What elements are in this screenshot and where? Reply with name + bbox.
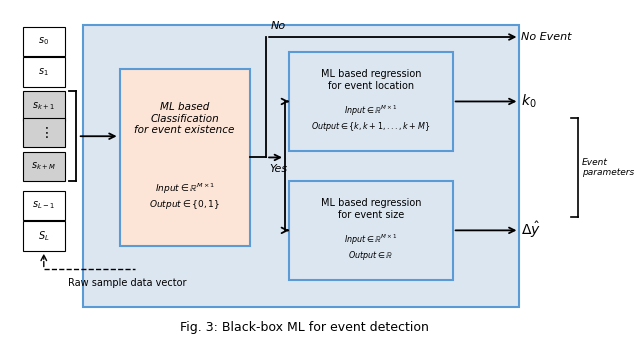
Bar (22, 118, 65, 147)
Bar (83, 25, 519, 307)
Text: $\Delta\hat{y}$: $\Delta\hat{y}$ (521, 220, 541, 240)
Text: $\vdots$: $\vdots$ (39, 125, 49, 140)
Bar (289, 52, 452, 150)
Bar (22, 57, 65, 87)
Bar (120, 69, 250, 246)
Text: $s_{k+M}$: $s_{k+M}$ (31, 160, 56, 172)
Text: Raw sample data vector: Raw sample data vector (68, 278, 186, 288)
Bar (289, 181, 452, 279)
Text: $\mathit{Input} \in \mathbb{R}^{M\times 1}$
$\mathit{Output} \in \{k, k+1,..., k: $\mathit{Input} \in \mathbb{R}^{M\times … (311, 104, 431, 133)
Bar (22, 91, 65, 121)
Text: $\mathit{Input} \in \mathbb{R}^{M\times 1}$
$\mathit{Output} \in \mathbb{R}$: $\mathit{Input} \in \mathbb{R}^{M\times … (344, 233, 397, 262)
Text: $S_L$: $S_L$ (38, 229, 49, 243)
Text: Yes: Yes (270, 164, 288, 174)
Bar (22, 152, 65, 181)
Bar (22, 191, 65, 220)
Text: Event
parameters: Event parameters (582, 158, 634, 177)
Text: Fig. 3: Black-box ML for event detection: Fig. 3: Black-box ML for event detection (180, 321, 429, 334)
Text: ML based
Classification
for event existence: ML based Classification for event existe… (134, 102, 235, 135)
Text: $s_0$: $s_0$ (38, 36, 49, 48)
Text: $\mathit{Input} \in \mathbb{R}^{M\times 1}$
$\mathit{Output} \in \{0, 1\}$: $\mathit{Input} \in \mathbb{R}^{M\times … (149, 182, 220, 211)
Text: No Event: No Event (521, 32, 572, 42)
Bar (22, 221, 65, 251)
Text: $s_1$: $s_1$ (38, 66, 49, 78)
Text: ML based regression
for event size: ML based regression for event size (321, 198, 421, 220)
Text: $s_{k+1}$: $s_{k+1}$ (32, 100, 55, 112)
Text: $s_{L-1}$: $s_{L-1}$ (33, 199, 55, 211)
Text: No: No (271, 21, 286, 31)
Text: ML based regression
for event location: ML based regression for event location (321, 69, 421, 91)
Bar (22, 27, 65, 56)
Text: $k_0$: $k_0$ (521, 93, 537, 110)
